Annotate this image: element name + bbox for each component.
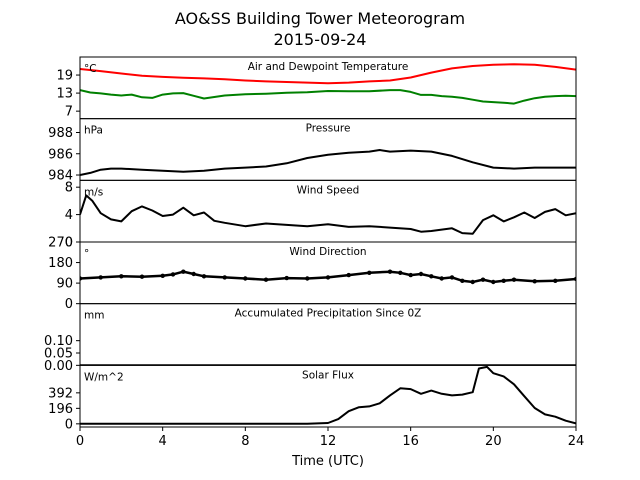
- panel-2: 0 4 8 Wind Speed m/s: [65, 179, 577, 251]
- y-tick-label: 0: [65, 236, 73, 251]
- panel-title: Wind Speed: [297, 184, 360, 196]
- x-tick-label: 12: [320, 434, 337, 449]
- y-tick-label: 392: [48, 386, 73, 401]
- y-tick-label: 988: [48, 126, 73, 141]
- x-tick-label: 0: [76, 434, 84, 449]
- x-tick-label: 8: [241, 434, 249, 449]
- figure-subtitle: 2015-09-24: [274, 30, 367, 49]
- panel-3: 0 90 180 270 Wind Direction °: [48, 236, 577, 312]
- panel-title: Air and Dewpoint Temperature: [248, 61, 409, 73]
- panel-1: 984 986 988 Pressure hPa: [48, 118, 577, 184]
- series-line-0: [80, 63, 576, 85]
- y-tick-label: 984: [48, 169, 73, 184]
- panel-0: 7 13 19 Air and Dewpoint Temperature °C: [56, 56, 577, 120]
- x-tick-label: 4: [159, 434, 167, 449]
- unit-label: hPa: [84, 125, 103, 137]
- y-tick-label: 0: [65, 417, 73, 432]
- y-tick-label: 986: [48, 147, 73, 162]
- unit-label: °: [84, 248, 89, 260]
- series-line-0: [80, 149, 576, 176]
- panel-title: Accumulated Precipitation Since 0Z: [235, 308, 422, 320]
- y-tick-label: 180: [48, 256, 73, 271]
- series-line-0: [80, 365, 576, 425]
- unit-label: W/m^2: [84, 371, 124, 383]
- x-tick-label: 24: [568, 434, 585, 449]
- panel-title: Pressure: [306, 123, 351, 135]
- y-tick-label: 19: [56, 69, 73, 84]
- unit-label: m/s: [84, 186, 103, 198]
- series-line-1: [80, 89, 576, 105]
- panel-4: 0.000.050.10 Accumulated Precipitation Si…: [44, 303, 577, 374]
- unit-label: mm: [84, 310, 104, 322]
- y-tick-label: 8: [65, 181, 73, 196]
- x-tick-label: 20: [485, 434, 502, 449]
- y-tick-label: 7: [65, 105, 73, 120]
- y-tick-label: 0.05: [44, 347, 73, 362]
- series-line-0: [80, 194, 576, 235]
- y-tick-label: 90: [56, 277, 73, 292]
- series-line-0: [80, 270, 576, 284]
- panel-title: Wind Direction: [289, 246, 366, 258]
- x-tick-label: 16: [402, 434, 419, 449]
- figure-title: AO&SS Building Tower Meteorogram: [175, 9, 465, 28]
- y-tick-label: 0.10: [44, 334, 73, 349]
- y-tick-label: 0.00: [44, 359, 73, 374]
- y-tick-label: 4: [65, 208, 73, 223]
- y-tick-label: 13: [56, 87, 73, 102]
- y-tick-label: 196: [48, 402, 73, 417]
- y-tick-label: 0: [65, 297, 73, 312]
- unit-label: °C: [84, 63, 97, 75]
- x-axis-label: Time (UTC): [291, 454, 364, 469]
- panel-title: Solar Flux: [302, 369, 354, 381]
- x-axis: 0 4 8 12 16 20 24 Time (UTC): [76, 434, 584, 469]
- y-tick-label: 270: [48, 236, 73, 251]
